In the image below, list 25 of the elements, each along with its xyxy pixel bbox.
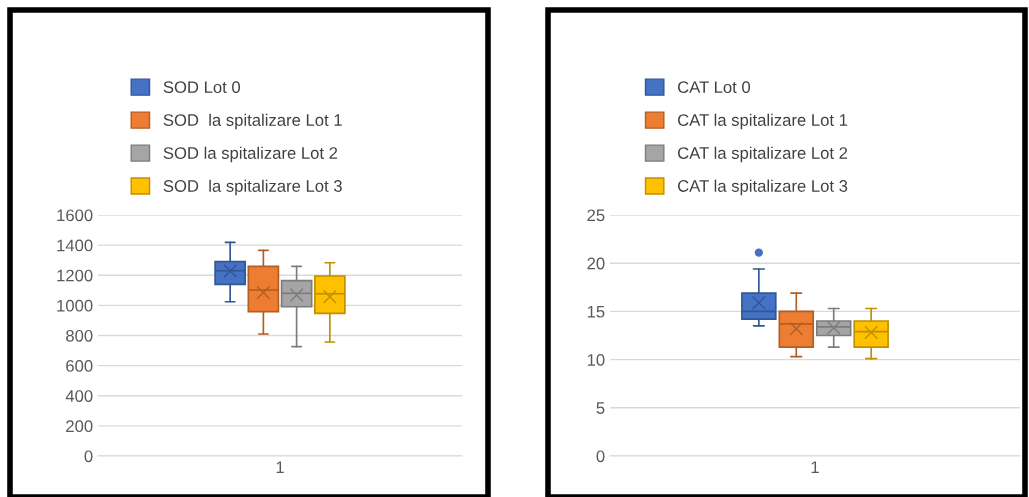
x-tick-label: 1: [811, 461, 819, 473]
y-tick-label: 1200: [57, 269, 93, 282]
y-tick-label: 0: [596, 450, 605, 463]
y-tick-label: 20: [587, 257, 605, 270]
legend-label: SOD la spitalizare Lot 3: [163, 179, 342, 196]
y-tick-label: 200: [66, 420, 93, 433]
y-tick-label: 1600: [57, 209, 93, 222]
y-tick-label: 1400: [57, 239, 93, 252]
y-tick-label: 600: [66, 360, 93, 372]
legend-label: SOD Lot 0: [163, 81, 241, 94]
legend-label: CAT la spitalizare Lot 3: [678, 179, 848, 196]
y-tick-label: 1000: [57, 299, 93, 312]
y-tick-label: 0: [84, 450, 93, 463]
y-tick-label: 10: [587, 354, 605, 366]
y-tick-label: 800: [66, 329, 93, 342]
legend-label: CAT la spitalizare Lot 2: [678, 146, 848, 163]
y-tick-label: 15: [587, 305, 605, 318]
legend-label: SOD la spitalizare Lot 1: [163, 113, 342, 130]
y-tick-label: 25: [587, 209, 605, 222]
legend-label: CAT la spitalizare Lot 1: [678, 113, 848, 130]
y-tick-label: 5: [596, 402, 605, 414]
y-tick-label: 400: [65, 390, 93, 402]
legend-label: CAT Lot 0: [678, 81, 751, 94]
x-tick-label: 1: [276, 461, 284, 473]
legend-label: SOD la spitalizare Lot 2: [163, 146, 338, 163]
